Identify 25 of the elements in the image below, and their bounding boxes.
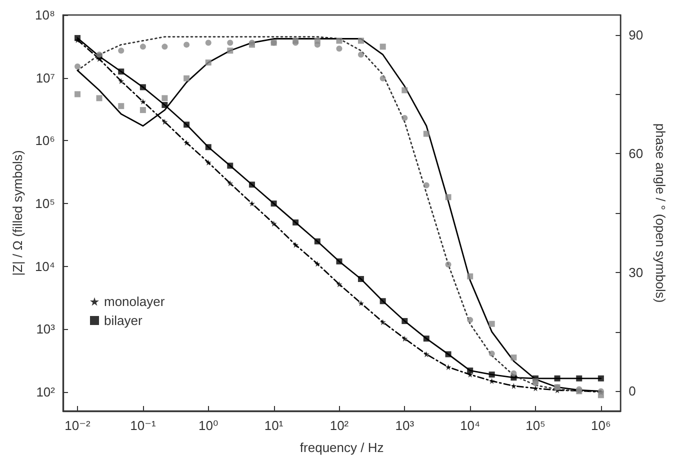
y-tick-label: 10⁸ — [35, 8, 55, 22]
y-tick-label: 10⁵ — [35, 196, 55, 212]
legend-label: monolayer — [104, 294, 166, 309]
y-axis-title: |Z| / Ω (filled symbols) — [10, 150, 26, 276]
y-tick-label: 10⁷ — [36, 70, 56, 86]
y2-tick-label: 60 — [628, 146, 644, 162]
y-tick-label: 10³ — [36, 322, 56, 337]
y2-axis-title: phase angle / ° (open symbols) — [653, 123, 668, 303]
x-tick-label: 10⁻² — [64, 418, 92, 433]
x-tick-label: 10² — [330, 418, 350, 433]
x-axis-title: frequency / Hz — [300, 440, 384, 455]
x-tick-label: 10¹ — [264, 418, 284, 433]
x-tick-label: 10⁴ — [460, 418, 480, 433]
y2-tick-label: 30 — [628, 264, 644, 280]
y2-tick-label: 0 — [628, 384, 636, 399]
x-tick-label: 10³ — [395, 418, 415, 433]
legend-label: bilayer — [104, 313, 143, 328]
y-tick-label: 10⁴ — [34, 258, 55, 274]
x-tick-label: 10⁶ — [591, 418, 611, 433]
y-tick-label: 10² — [36, 384, 56, 400]
x-tick-label: 10⁵ — [526, 418, 546, 433]
y2-tick-label: 90 — [628, 27, 644, 42]
x-tick-label: 10⁻¹ — [130, 418, 156, 433]
x-tick-label: 10⁰ — [198, 418, 218, 433]
y-tick-label: 10⁶ — [35, 133, 55, 148]
